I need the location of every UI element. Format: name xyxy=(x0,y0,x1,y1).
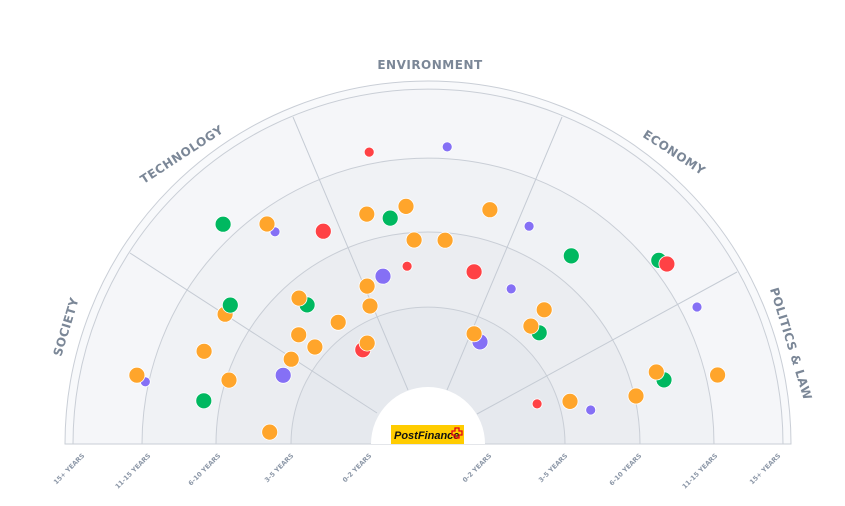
radar-point-green[interactable] xyxy=(214,215,232,233)
radar-point-orange[interactable] xyxy=(329,313,347,331)
radar-point-red[interactable] xyxy=(314,222,332,240)
radar-point-orange[interactable] xyxy=(647,363,665,381)
radar-point-orange[interactable] xyxy=(436,231,454,249)
radar-point-orange[interactable] xyxy=(282,350,300,368)
radar-point-red[interactable] xyxy=(465,263,483,281)
radar-point-orange[interactable] xyxy=(465,325,483,343)
radar-point-red[interactable] xyxy=(401,260,413,272)
radar-point-orange[interactable] xyxy=(358,205,376,223)
radar-point-orange[interactable] xyxy=(481,201,499,219)
radar-point-green[interactable] xyxy=(221,296,239,314)
radar-point-orange[interactable] xyxy=(306,338,324,356)
horizon-label-left-15plus: 15+ YEARS xyxy=(52,452,87,487)
radar-point-green[interactable] xyxy=(562,247,580,265)
radar-point-orange[interactable] xyxy=(405,231,423,249)
radar-point-orange[interactable] xyxy=(522,317,540,335)
radar-point-green[interactable] xyxy=(195,392,213,410)
horizon-labels: 15+ YEARS 11-15 YEARS 6-10 YEARS 3-5 YEA… xyxy=(52,452,783,491)
radar-point-purple[interactable] xyxy=(523,220,535,232)
horizon-label-left-6-10: 6-10 YEARS xyxy=(187,452,223,488)
swiss-cross-icon xyxy=(451,427,463,439)
radar-point-purple[interactable] xyxy=(505,283,517,295)
horizon-label-left-11-15: 11-15 YEARS xyxy=(114,452,153,491)
radar-point-orange[interactable] xyxy=(535,301,553,319)
radar-point-orange[interactable] xyxy=(709,366,726,384)
horizon-label-right-6-10: 6-10 YEARS xyxy=(608,452,644,488)
radar-points xyxy=(128,141,726,441)
radar-point-orange[interactable] xyxy=(397,197,415,215)
radar-point-red[interactable] xyxy=(531,398,543,410)
horizon-label-right-0-2: 0-2 YEARS xyxy=(461,452,494,485)
horizon-label-left-0-2: 0-2 YEARS xyxy=(341,452,374,485)
radar-point-orange[interactable] xyxy=(561,392,579,410)
radar-point-orange[interactable] xyxy=(220,371,238,389)
radar-point-purple[interactable] xyxy=(441,141,453,153)
radar-point-orange[interactable] xyxy=(358,277,376,295)
radar-point-purple[interactable] xyxy=(374,267,392,285)
postfinance-logo: PostFinance xyxy=(391,425,464,444)
radar-point-orange[interactable] xyxy=(627,387,645,405)
radar-point-red[interactable] xyxy=(363,146,375,158)
sector-label-environment: ENVIRONMENT xyxy=(377,58,483,72)
radar-point-red[interactable] xyxy=(658,255,676,273)
radar-point-orange[interactable] xyxy=(290,326,308,344)
radar-point-purple[interactable] xyxy=(585,404,597,416)
divider-society-technology xyxy=(129,252,378,414)
radar-point-orange[interactable] xyxy=(290,289,308,307)
horizon-label-right-11-15: 11-15 YEARS xyxy=(681,452,720,491)
horizon-label-right-3-5: 3-5 YEARS xyxy=(537,452,570,485)
divider-technology-environment xyxy=(292,116,409,391)
radar-point-orange[interactable] xyxy=(258,215,276,233)
radar-point-orange[interactable] xyxy=(261,423,279,441)
logo-text: PostFinance xyxy=(394,430,459,442)
radar-point-orange[interactable] xyxy=(361,297,379,315)
horizon-label-right-15plus: 15+ YEARS xyxy=(748,452,783,487)
radar-point-purple[interactable] xyxy=(691,301,703,313)
divider-environment-economy xyxy=(446,116,563,391)
radar-point-orange[interactable] xyxy=(195,342,213,360)
radar-point-orange[interactable] xyxy=(358,334,376,352)
radar-point-orange[interactable] xyxy=(128,366,146,384)
horizon-label-left-3-5: 3-5 YEARS xyxy=(263,452,296,485)
radar-point-purple[interactable] xyxy=(274,366,292,384)
sector-label-society: SOCIETY xyxy=(51,296,82,358)
sector-dividers xyxy=(129,116,738,415)
divider-economy-politics xyxy=(476,271,738,415)
radar-point-green[interactable] xyxy=(381,209,399,227)
